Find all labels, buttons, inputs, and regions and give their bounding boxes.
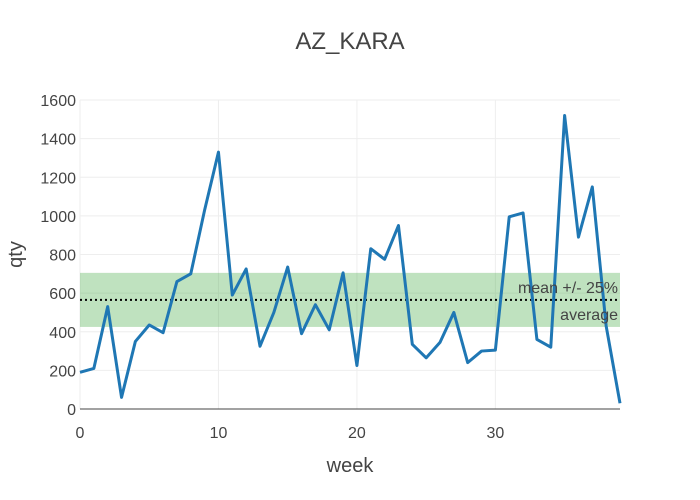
chart-title: AZ_KARA — [295, 28, 404, 55]
y-tick-labels: 0 200 400 600 800 1000 1200 1400 1600 — [40, 93, 76, 419]
average-label: average — [560, 307, 618, 324]
y-tick-label: 200 — [49, 363, 76, 380]
series-line — [79, 113, 622, 404]
y-tick-label: 1000 — [40, 209, 76, 226]
y-tick-label: 1200 — [40, 170, 76, 187]
x-tick-label: 30 — [486, 425, 504, 442]
band-label: mean +/- 25% — [518, 280, 618, 297]
y-tick-label: 1400 — [40, 132, 76, 149]
x-tick-label: 20 — [348, 425, 366, 442]
x-tick-labels: 0 10 20 30 — [76, 425, 505, 442]
grid — [79, 99, 620, 409]
y-tick-label: 800 — [49, 248, 76, 265]
y-tick-label: 400 — [49, 325, 76, 342]
y-axis-title: qty — [5, 241, 27, 268]
x-tick-label: 10 — [210, 425, 228, 442]
y-tick-label: 1600 — [40, 93, 76, 110]
y-tick-label: 0 — [67, 402, 76, 419]
x-tick-label: 0 — [76, 425, 85, 442]
y-tick-label: 600 — [49, 286, 76, 303]
x-axis-title: week — [326, 455, 375, 477]
